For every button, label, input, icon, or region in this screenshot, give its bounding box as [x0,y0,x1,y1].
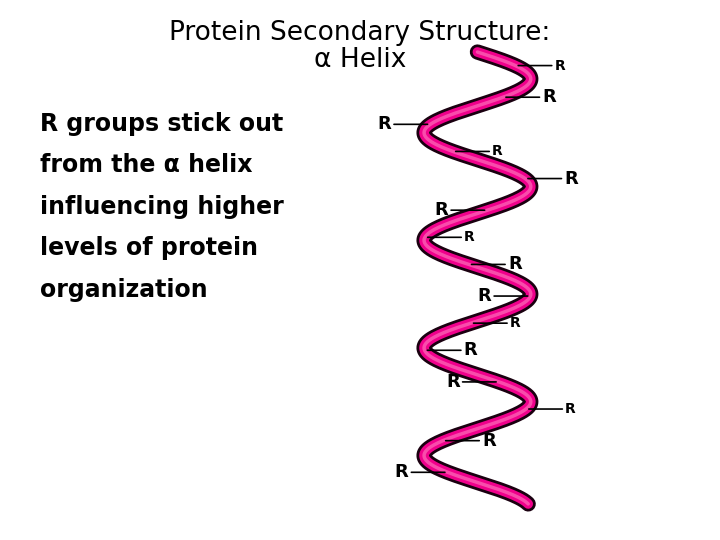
Text: R: R [554,58,565,72]
Text: R: R [565,402,576,416]
Text: R: R [435,201,449,219]
Text: organization: organization [40,278,207,302]
Text: influencing higher: influencing higher [40,195,284,219]
Text: Protein Secondary Structure:: Protein Secondary Structure: [169,21,551,46]
Text: R: R [464,341,477,359]
Text: α Helix: α Helix [314,47,406,73]
Text: R: R [542,88,556,106]
Text: R: R [510,316,521,330]
Text: R: R [477,287,491,305]
Text: R: R [482,431,496,450]
Text: R: R [464,230,474,244]
Text: R: R [564,170,578,187]
Text: R groups stick out: R groups stick out [40,112,283,136]
Text: R: R [508,255,521,273]
Text: R: R [492,144,503,158]
Text: R: R [377,116,391,133]
Text: R: R [446,373,460,391]
Text: levels of protein: levels of protein [40,236,258,260]
Text: R: R [395,463,408,481]
Text: from the α helix: from the α helix [40,153,252,177]
